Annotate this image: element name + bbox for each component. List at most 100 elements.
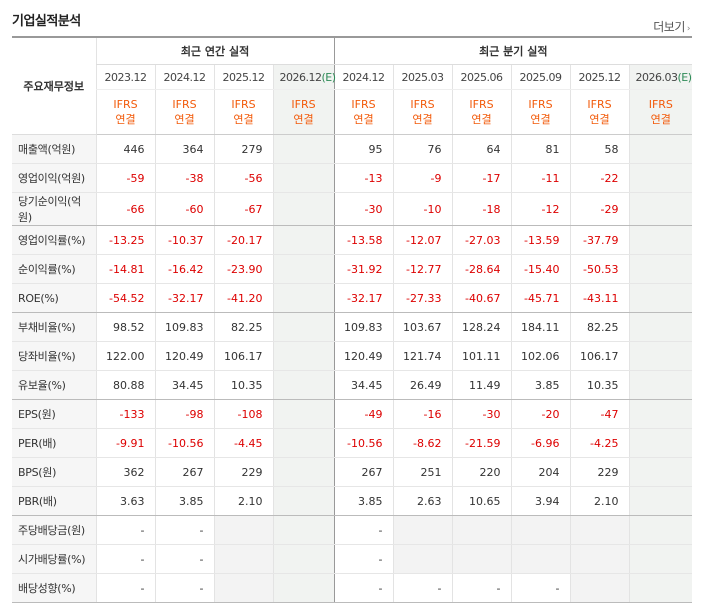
annual-value-cell: 364 <box>154 134 214 164</box>
annual-period-header: 2026.12(E) <box>272 64 336 90</box>
quarter-value-cell: -30 <box>451 399 512 429</box>
ifrs-basis-header: IFRS 연결 <box>154 89 214 135</box>
annual-value-cell: 10.35 <box>213 370 273 400</box>
annual-value-cell: -38 <box>154 163 214 193</box>
annual-value-cell <box>213 544 273 574</box>
quarter-value-cell <box>569 573 630 603</box>
quarter-value-cell: -10.56 <box>333 428 394 458</box>
basis-label: 연결 <box>650 113 671 126</box>
quarter-value-cell <box>569 515 630 545</box>
quarter-period-header: 2025.09 <box>510 64 571 90</box>
annual-period-header: 2024.12 <box>154 64 214 90</box>
quarter-value-cell: 109.83 <box>333 312 394 342</box>
quarter-value-cell <box>510 544 571 574</box>
quarter-value-cell: 101.11 <box>451 341 512 371</box>
period-label: 2023.12 <box>104 70 148 84</box>
annual-value-cell: -16.42 <box>154 254 214 284</box>
quarter-period-header: 2025.03 <box>392 64 453 90</box>
quarter-value-cell: -13.59 <box>510 225 571 255</box>
quarter-value-cell: 204 <box>510 457 571 487</box>
annual-value-cell: -32.17 <box>154 283 214 313</box>
annual-value-cell: -133 <box>95 399 155 429</box>
period-label: 2025.06 <box>460 70 504 84</box>
annual-value-cell: -14.81 <box>95 254 155 284</box>
quarter-value-cell: -13 <box>333 163 394 193</box>
quarter-header: 최근 분기 실적 <box>333 37 693 65</box>
annual-value-cell <box>272 225 335 255</box>
period-label: 2025.09 <box>519 70 563 84</box>
table-row: BPS(원) 362 267 229 267 251 220 204 229 <box>12 457 693 487</box>
table-row: ROE(%) -54.52 -32.17 -41.20 -32.17 -27.33 -40.… <box>12 283 693 313</box>
quarter-value-cell: -22 <box>569 163 630 193</box>
quarter-value-cell: -8.62 <box>392 428 453 458</box>
period-label: 2025.12 <box>222 70 266 84</box>
annual-value-cell <box>213 573 273 603</box>
row-label: EPS(원) <box>12 399 96 429</box>
quarter-value-cell <box>628 399 693 429</box>
annual-value-cell <box>272 163 335 193</box>
period-label: 2024.12 <box>163 70 207 84</box>
ifrs-basis-header: IFRS 연결 <box>569 89 630 135</box>
quarter-value-cell: 229 <box>569 457 630 487</box>
quarter-value-cell <box>569 544 630 574</box>
quarter-value-cell: - <box>333 573 394 603</box>
quarter-value-cell: 3.85 <box>510 370 571 400</box>
quarter-value-cell: 103.67 <box>392 312 453 342</box>
quarter-value-cell: 26.49 <box>392 370 453 400</box>
quarter-value-cell: -12 <box>510 192 571 226</box>
quarter-value-cell: -27.33 <box>392 283 453 313</box>
quarter-value-cell: -28.64 <box>451 254 512 284</box>
period-label: 2025.03 <box>401 70 445 84</box>
ifrs-label: IFRS <box>172 98 197 111</box>
table-row: 영업이익(억원) -59 -38 -56 -13 -9 -17 -11 -22 <box>12 163 693 193</box>
row-label: 순이익률(%) <box>12 254 96 284</box>
quarter-value-cell: -50.53 <box>569 254 630 284</box>
quarter-value-cell <box>628 225 693 255</box>
annual-value-cell: - <box>154 515 214 545</box>
table-row: 영업이익률(%) -13.25 -10.37 -20.17 -13.58 -12.07 -2… <box>12 225 693 255</box>
annual-value-cell: -20.17 <box>213 225 273 255</box>
quarter-value-cell: -49 <box>333 399 394 429</box>
basis-label: 연결 <box>174 113 195 126</box>
annual-value-cell: 3.85 <box>154 486 214 516</box>
row-label: PBR(배) <box>12 486 96 516</box>
table-row: 유보율(%) 80.88 34.45 10.35 34.45 26.49 11.49 3.85… <box>12 370 693 400</box>
quarter-value-cell: 102.06 <box>510 341 571 371</box>
quarter-value-cell <box>628 163 693 193</box>
annual-value-cell: 120.49 <box>154 341 214 371</box>
annual-value-cell: -66 <box>95 192 155 226</box>
quarter-value-cell: 251 <box>392 457 453 487</box>
quarter-value-cell: -20 <box>510 399 571 429</box>
ifrs-label: IFRS <box>231 98 256 111</box>
ifrs-basis-header: IFRS 연결 <box>272 89 335 135</box>
quarter-value-cell: 3.94 <box>510 486 571 516</box>
annual-value-cell <box>272 399 335 429</box>
quarter-value-cell <box>628 134 693 164</box>
annual-value-cell: 267 <box>154 457 214 487</box>
annual-value-cell: -10.37 <box>154 225 214 255</box>
period-label: 2026.12 <box>279 70 323 84</box>
table-row: 순이익률(%) -14.81 -16.42 -23.90 -31.92 -12.77 -28… <box>12 254 693 284</box>
annual-value-cell <box>272 457 335 487</box>
ifrs-basis-header: IFRS 연결 <box>628 89 693 135</box>
quarter-value-cell: -27.03 <box>451 225 512 255</box>
quarter-value-cell <box>451 515 512 545</box>
more-link[interactable]: 더보기 › <box>653 18 690 35</box>
label-column-header: 주요재무정보 <box>12 37 96 135</box>
quarter-value-cell: -12.77 <box>392 254 453 284</box>
annual-period-header: 2025.12 <box>213 64 273 90</box>
annual-value-cell: - <box>95 544 155 574</box>
table-row: 시가배당률(%) - - - <box>12 544 693 574</box>
quarter-value-cell <box>392 544 453 574</box>
annual-value-cell <box>272 515 335 545</box>
annual-value-cell <box>272 312 335 342</box>
ifrs-label: IFRS <box>648 98 673 111</box>
quarter-value-cell: - <box>451 573 512 603</box>
annual-value-cell: -54.52 <box>95 283 155 313</box>
annual-value-cell: 229 <box>213 457 273 487</box>
ifrs-basis-header: IFRS 연결 <box>392 89 453 135</box>
table-row: EPS(원) -133 -98 -108 -49 -16 -30 -20 -47 <box>12 399 693 429</box>
row-label: 매출액(억원) <box>12 134 96 164</box>
section-title: 기업실적분석 <box>12 14 81 29</box>
